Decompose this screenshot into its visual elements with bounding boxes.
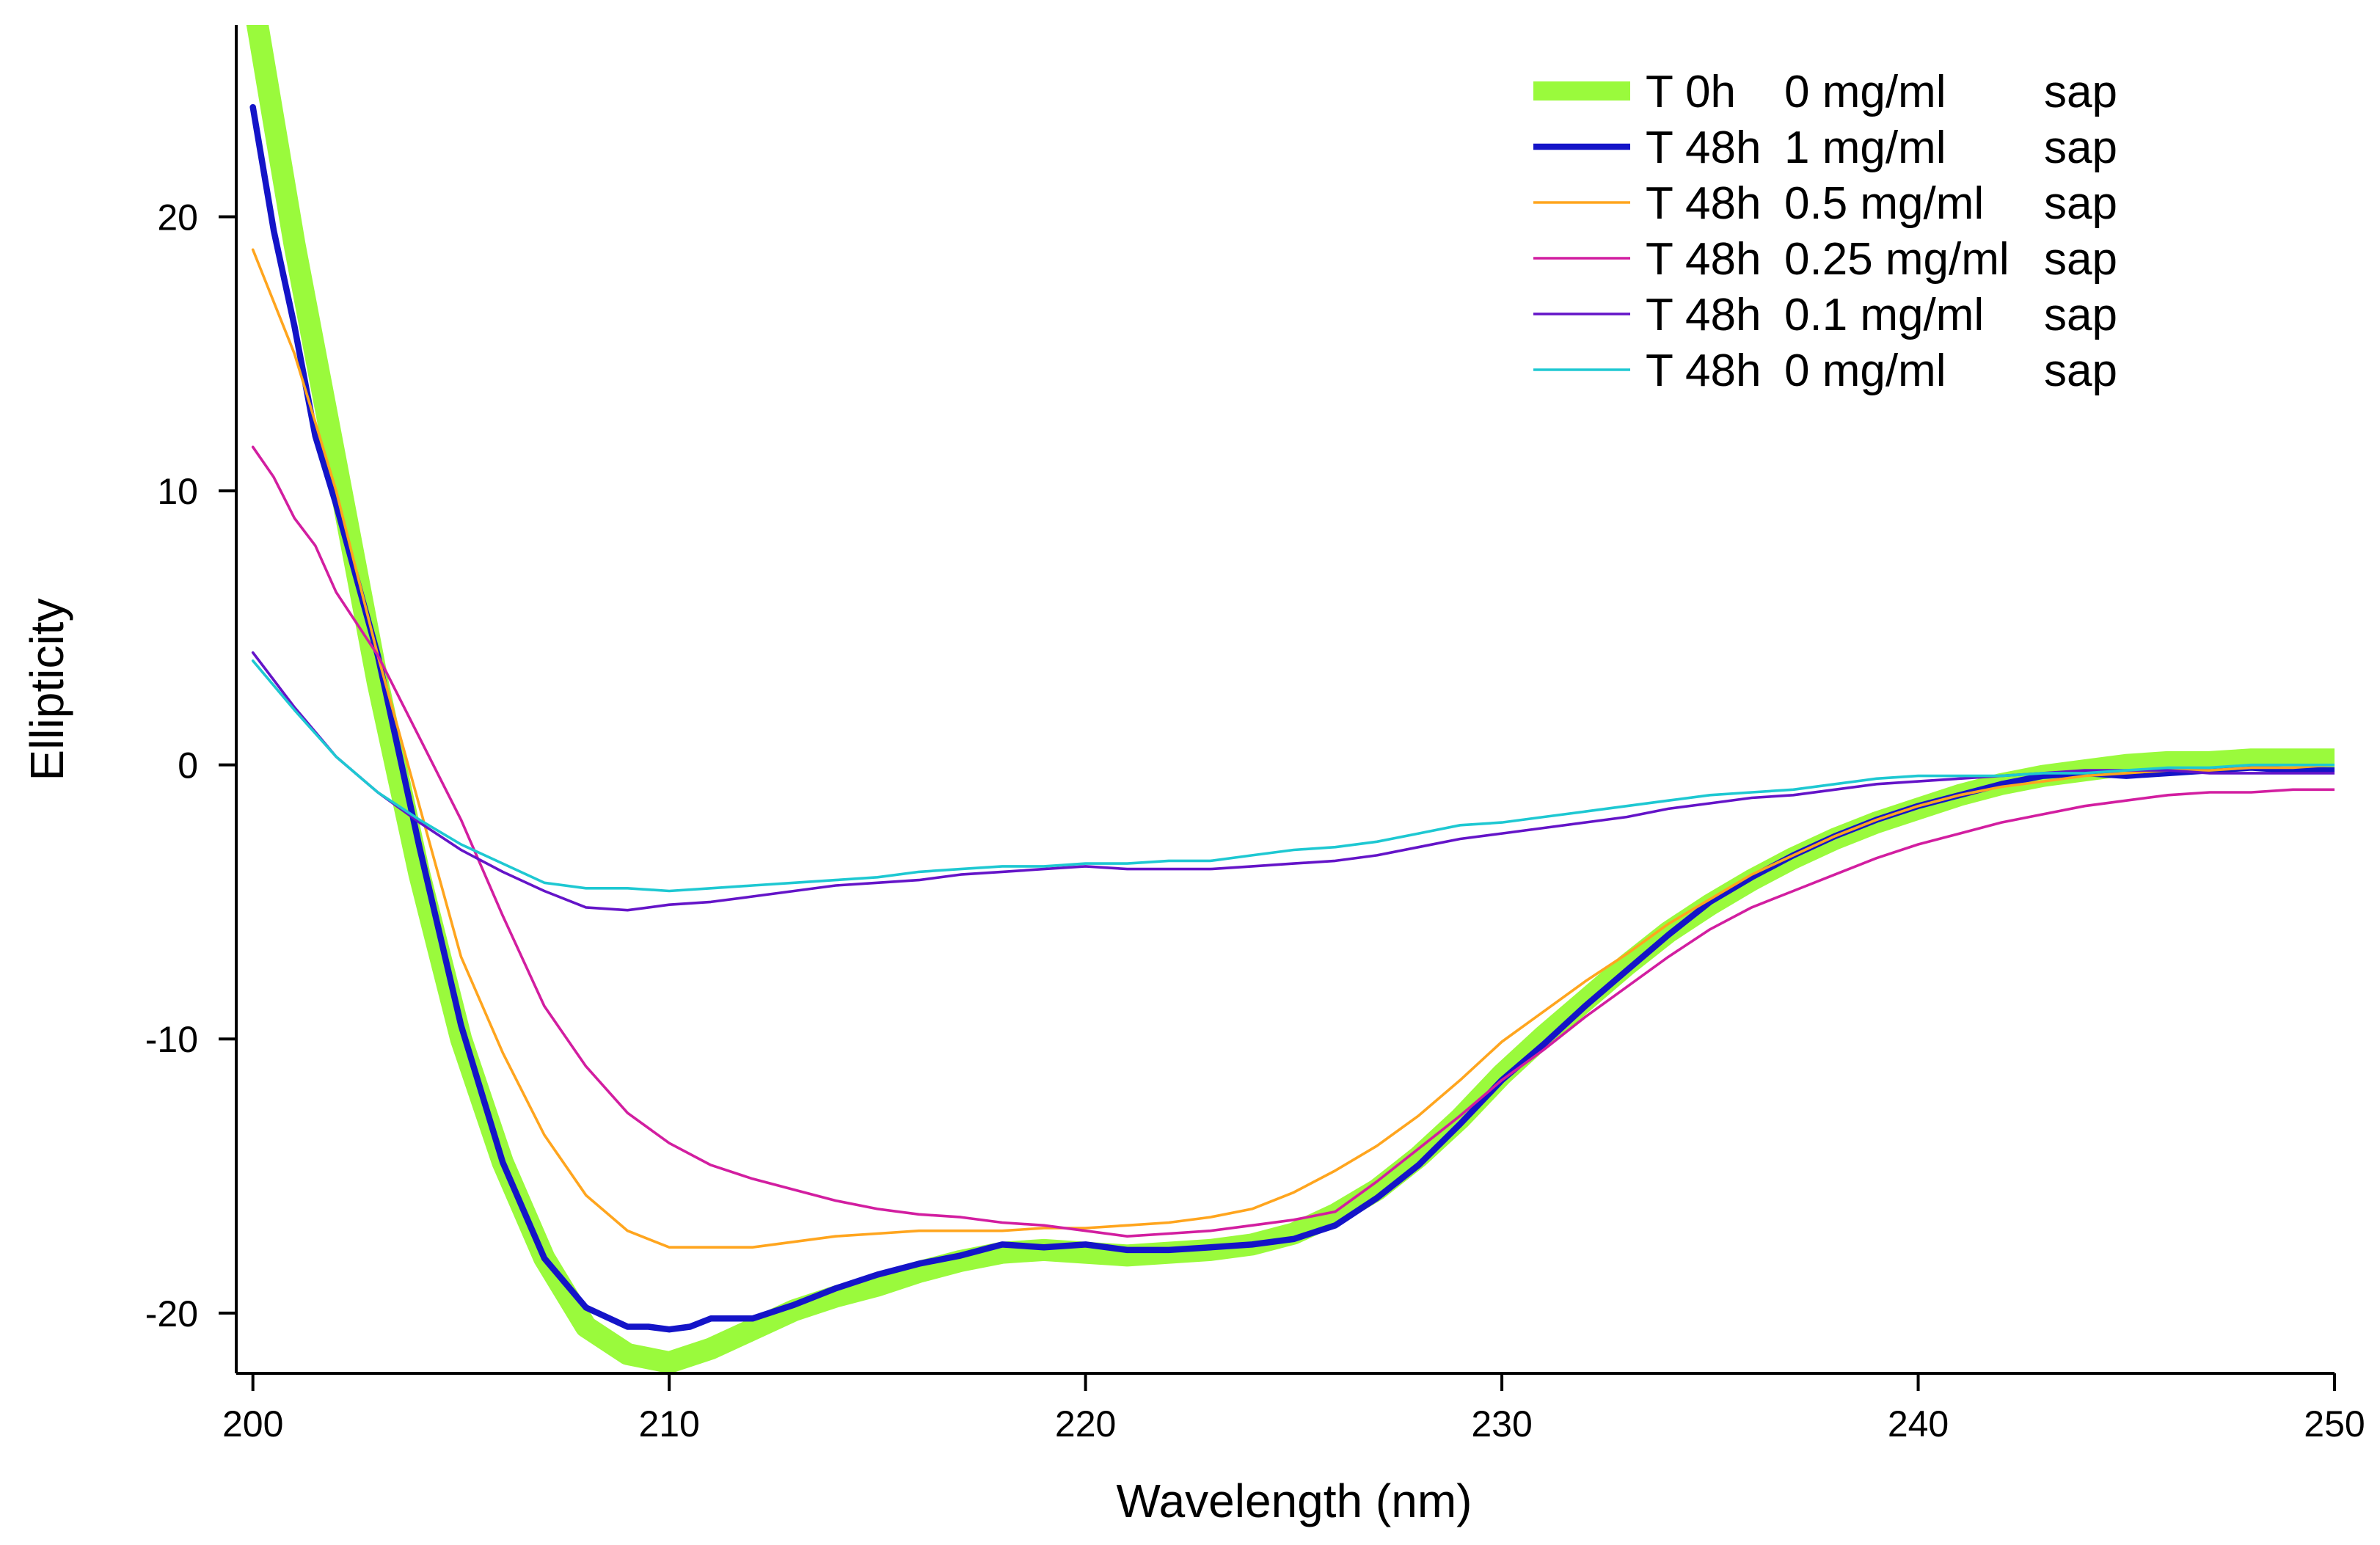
x-tick-label: 220 xyxy=(1055,1403,1116,1444)
series-layer xyxy=(246,25,2335,1373)
legend-label-name: T 48h xyxy=(1646,123,1761,173)
x-tick-label: 210 xyxy=(638,1403,699,1444)
legend-label-name: T 48h xyxy=(1646,234,1761,285)
axes-layer: 200 210 220 230 240 250 -20 -10 0 10 20 xyxy=(145,25,2365,1444)
legend-label-conc: 0 mg/ml xyxy=(1784,346,1946,396)
y-tick-label: 20 xyxy=(157,197,198,238)
legend-label-conc: 0 mg/ml xyxy=(1784,67,1946,117)
legend-label-suffix: sap xyxy=(2044,123,2117,173)
legend-label-conc: 0.1 mg/ml xyxy=(1784,290,1984,340)
legend: T 0h 0 mg/ml sap T 48h 1 mg/ml sap T 48h 0.5 mg… xyxy=(1533,67,2117,396)
x-tick-label: 230 xyxy=(1471,1403,1532,1444)
legend-label-suffix: sap xyxy=(2044,178,2117,229)
legend-label-name: T 0h xyxy=(1646,67,1736,117)
y-tick-label: 10 xyxy=(157,471,198,512)
legend-label-suffix: sap xyxy=(2044,346,2117,396)
y-tick-label: -20 xyxy=(145,1293,198,1334)
y-axis-title: Ellipticity xyxy=(21,599,73,781)
legend-label-suffix: sap xyxy=(2044,67,2117,117)
x-tick-label: 240 xyxy=(1888,1403,1949,1444)
legend-label-name: T 48h xyxy=(1646,178,1761,229)
x-tick-label: 250 xyxy=(2304,1403,2365,1444)
y-tick-label: -10 xyxy=(145,1019,198,1060)
series-line-2 xyxy=(251,248,2335,1249)
legend-label-conc: 0.25 mg/ml xyxy=(1784,234,2010,285)
x-axis-title: Wavelength (nm) xyxy=(1117,1475,1472,1527)
legend-label-name: T 48h xyxy=(1646,346,1761,396)
x-tick-label: 200 xyxy=(222,1403,283,1444)
y-tick-label: 0 xyxy=(178,745,198,786)
legend-label-suffix: sap xyxy=(2044,290,2117,340)
legend-label-conc: 1 mg/ml xyxy=(1784,123,1946,173)
legend-label-conc: 0.5 mg/ml xyxy=(1784,178,1984,229)
legend-label-suffix: sap xyxy=(2044,234,2117,285)
series-line-5 xyxy=(251,659,2335,893)
series-line-3 xyxy=(251,445,2335,1238)
legend-label-name: T 48h xyxy=(1646,290,1761,340)
